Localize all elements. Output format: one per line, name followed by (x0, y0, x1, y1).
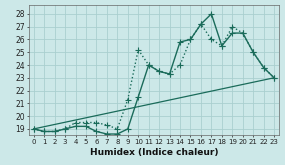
X-axis label: Humidex (Indice chaleur): Humidex (Indice chaleur) (90, 148, 218, 157)
